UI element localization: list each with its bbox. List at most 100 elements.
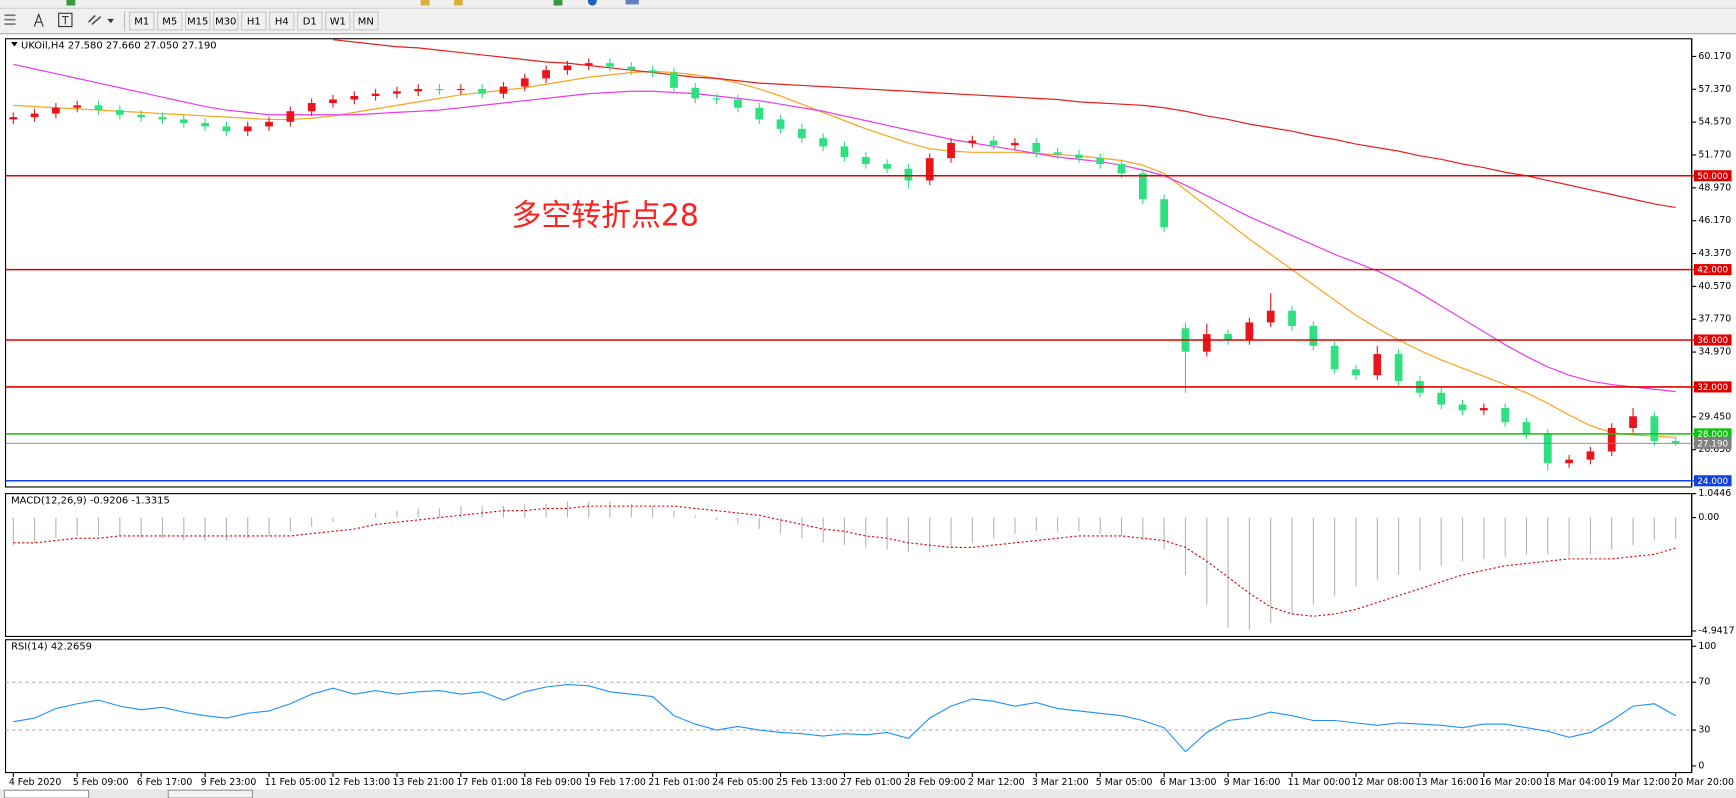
candle-body bbox=[712, 98, 721, 100]
icon[interactable] bbox=[587, 0, 597, 6]
candle-body bbox=[435, 88, 444, 91]
level-tag-label: 32.000 bbox=[1697, 383, 1728, 393]
candle-body bbox=[691, 87, 700, 99]
x-tick-label: 18 Mar 04:00 bbox=[1543, 777, 1606, 788]
candle-body bbox=[1586, 451, 1595, 460]
y-tick-label: 57.370 bbox=[1698, 84, 1731, 95]
level-tag bbox=[1693, 264, 1732, 276]
icon[interactable] bbox=[625, 0, 639, 5]
timeframe-button[interactable] bbox=[241, 11, 267, 31]
timeframe-label[interactable]: M30 bbox=[215, 17, 236, 28]
timeframe-button[interactable] bbox=[353, 11, 379, 31]
text-tool[interactable] bbox=[33, 12, 44, 27]
x-tick-label: 16 Mar 20:00 bbox=[1479, 777, 1542, 788]
candle-body bbox=[1288, 310, 1296, 326]
candle-body bbox=[1352, 369, 1360, 376]
timeframe-label[interactable]: H4 bbox=[275, 17, 289, 28]
candle-body bbox=[1650, 416, 1659, 441]
candle-body bbox=[329, 99, 337, 104]
level-tag-label: 36.000 bbox=[1697, 336, 1728, 346]
x-tick-label: 3 Mar 21:00 bbox=[1032, 777, 1089, 788]
candle-body bbox=[1309, 325, 1318, 346]
candle-body bbox=[1479, 408, 1488, 411]
candle-body bbox=[1565, 459, 1573, 464]
x-tick-label: 28 Feb 09:00 bbox=[904, 777, 966, 788]
candle-body bbox=[1671, 440, 1680, 444]
candle-body bbox=[456, 88, 465, 91]
candle-body bbox=[1032, 142, 1041, 153]
candle-body bbox=[1437, 392, 1446, 405]
candle-body bbox=[499, 86, 508, 94]
candle-body bbox=[1224, 334, 1232, 340]
y-tick-label: 54.570 bbox=[1698, 117, 1731, 128]
dropdown[interactable] bbox=[107, 18, 115, 24]
timeframe-button[interactable] bbox=[325, 11, 351, 31]
x-tick-label: 19 Mar 12:00 bbox=[1607, 777, 1670, 788]
candle-body bbox=[883, 164, 891, 169]
x-tick-label: 11 Mar 00:00 bbox=[1288, 777, 1351, 788]
pane-frame bbox=[4, 493, 1693, 637]
timeframe-button[interactable] bbox=[213, 11, 239, 31]
level-tag-label: 24.000 bbox=[1697, 477, 1728, 487]
x-tick-label: 13 Feb 21:00 bbox=[392, 777, 454, 788]
label-tool[interactable] bbox=[58, 12, 73, 28]
timeframe-label[interactable]: M1 bbox=[134, 17, 149, 28]
y-tick-label: 37.770 bbox=[1698, 314, 1731, 325]
x-tick-label: 6 Mar 13:00 bbox=[1160, 777, 1217, 788]
x-tick-label: 20 Mar 20:00 bbox=[1671, 777, 1734, 788]
x-tick-label: 19 Feb 17:00 bbox=[584, 777, 646, 788]
candle-body bbox=[840, 146, 849, 157]
y-tick-label: 1.0446 bbox=[1698, 488, 1731, 499]
timeframe-button[interactable] bbox=[297, 11, 323, 31]
timeframe-label[interactable]: MN bbox=[358, 17, 374, 28]
y-tick-label: 100 bbox=[1698, 641, 1716, 652]
candle-body bbox=[670, 72, 678, 88]
candle-body bbox=[1501, 408, 1510, 423]
candle-body bbox=[286, 111, 295, 122]
y-tick-label: 60.170 bbox=[1698, 51, 1731, 62]
candle-body bbox=[1202, 334, 1211, 352]
candle-body bbox=[542, 70, 550, 79]
candle-body bbox=[755, 107, 764, 120]
candle-body bbox=[137, 114, 146, 118]
timeframe-label[interactable]: D1 bbox=[303, 17, 317, 28]
x-tick-label: 17 Feb 01:00 bbox=[456, 777, 518, 788]
candle-body bbox=[201, 122, 209, 127]
level-tag bbox=[1693, 475, 1732, 487]
icon[interactable] bbox=[66, 0, 76, 6]
menu-triangle bbox=[11, 42, 18, 47]
timeframe-button[interactable] bbox=[269, 11, 295, 31]
timeframe-label[interactable]: W1 bbox=[330, 17, 346, 28]
level-tag bbox=[1693, 437, 1732, 449]
candle-body bbox=[414, 88, 423, 92]
timeframe-bar: M1 M5 M15 M30 H1 H4 D1 W1 MN bbox=[128, 11, 379, 31]
y-tick-label: 51.770 bbox=[1698, 149, 1731, 160]
icon[interactable] bbox=[453, 0, 463, 6]
annotation: 多空转折点28 bbox=[512, 198, 699, 233]
timeframe-label[interactable]: H1 bbox=[247, 17, 261, 28]
candle-body bbox=[371, 93, 380, 96]
timeframe-button[interactable] bbox=[156, 11, 183, 31]
timeframe-label[interactable]: M15 bbox=[187, 17, 208, 28]
candle-body bbox=[1266, 310, 1275, 323]
arrows-tool[interactable] bbox=[87, 14, 102, 25]
grip bbox=[4, 23, 16, 25]
level-tag-label: 28.000 bbox=[1697, 430, 1728, 440]
candle-body bbox=[1394, 354, 1403, 382]
timeframe-button[interactable] bbox=[185, 11, 211, 31]
chart-tab[interactable] bbox=[167, 789, 253, 798]
candle-body bbox=[627, 66, 636, 71]
icon[interactable] bbox=[553, 0, 563, 6]
candle-body bbox=[925, 158, 934, 181]
timeframe-button[interactable] bbox=[128, 11, 155, 31]
x-tick-label: 9 Mar 16:00 bbox=[1224, 777, 1281, 788]
y-tick-label: 46.170 bbox=[1698, 215, 1731, 226]
candle-body bbox=[1629, 416, 1637, 428]
rsi-line bbox=[13, 684, 1676, 753]
chart-tab[interactable] bbox=[3, 789, 90, 798]
icon[interactable] bbox=[420, 0, 430, 6]
timeframe-label[interactable]: M5 bbox=[162, 17, 177, 28]
candle-body bbox=[52, 107, 60, 114]
candle-body bbox=[520, 78, 529, 87]
